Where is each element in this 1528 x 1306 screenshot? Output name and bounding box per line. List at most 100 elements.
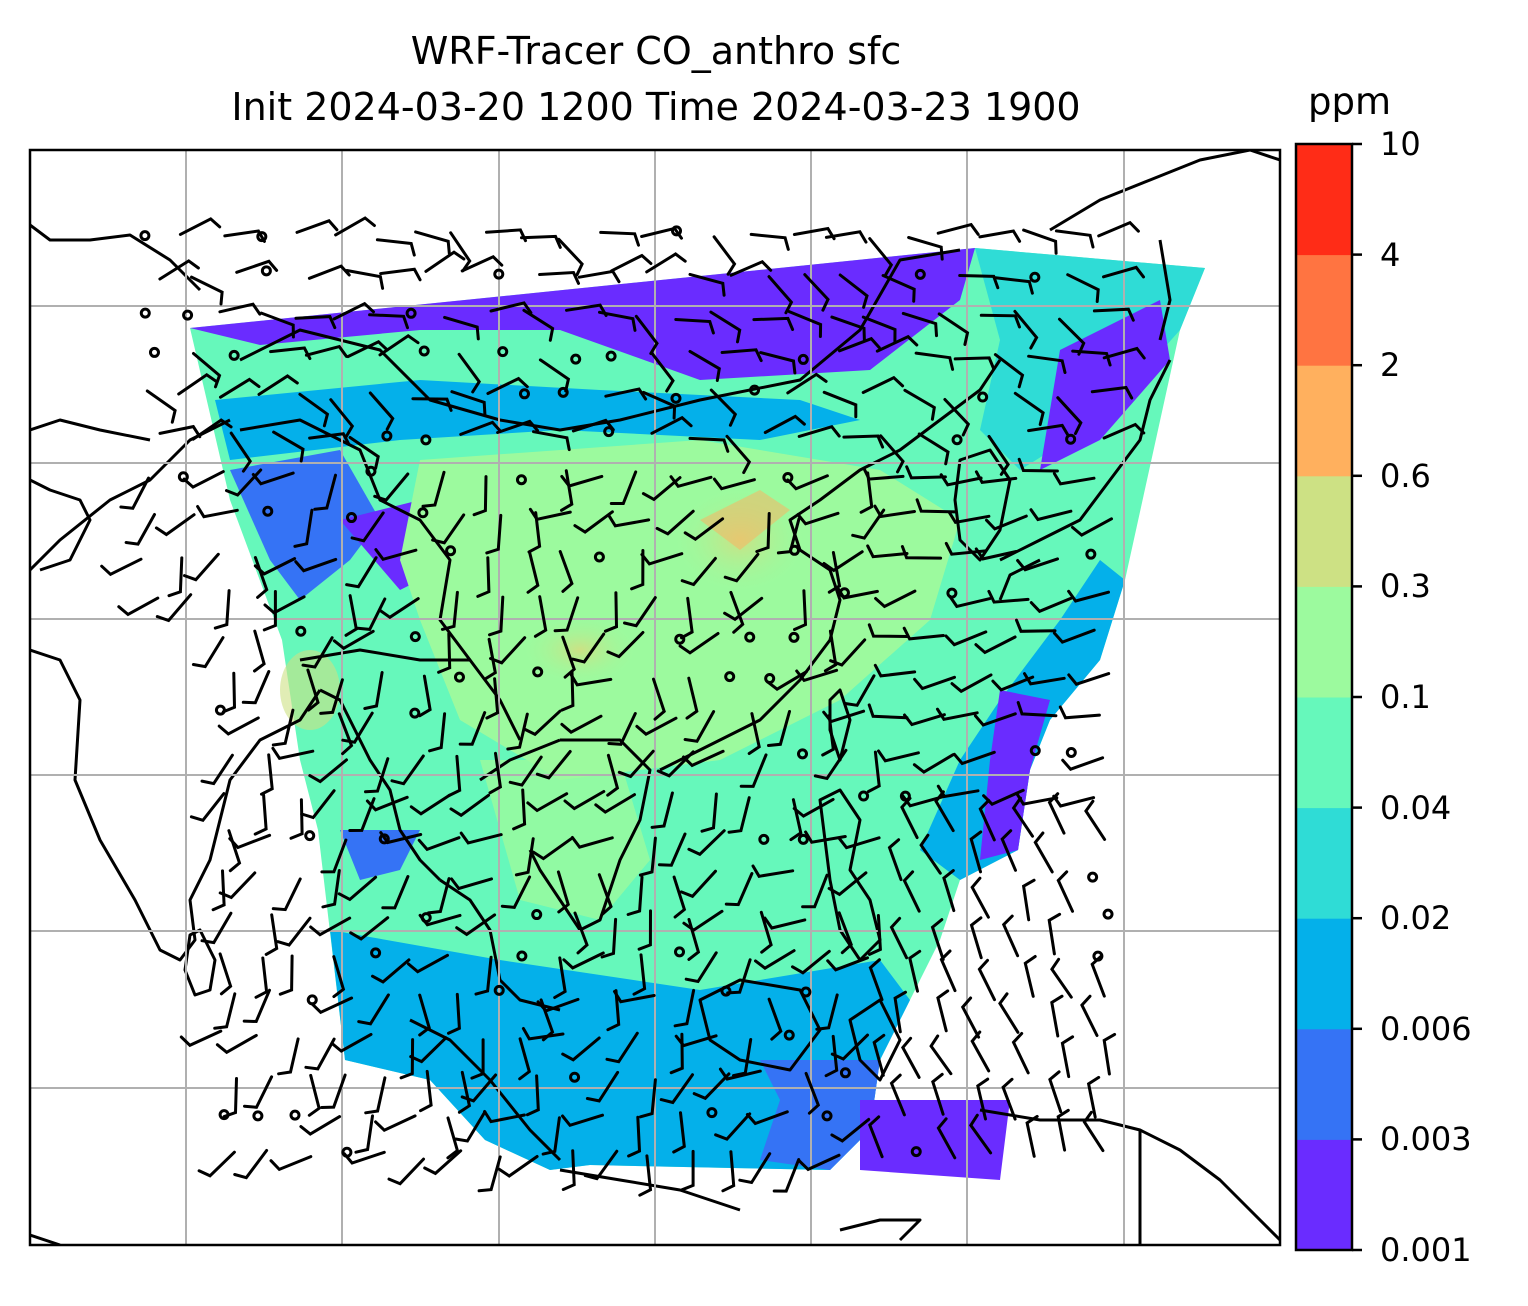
colorbar-bin [1296, 254, 1352, 366]
wind-barb [332, 301, 375, 321]
wind-barb [304, 1037, 336, 1071]
wind-barb [531, 837, 573, 861]
wind-barb [329, 398, 355, 438]
wind-barb [418, 674, 432, 718]
wind-barb [607, 712, 637, 746]
wind-barb [900, 1036, 921, 1079]
wind-barb [348, 436, 380, 470]
wind-barb [594, 793, 636, 814]
wind-barb [944, 630, 988, 647]
wind-barb [969, 916, 983, 960]
wind-barb [688, 436, 730, 453]
calm-wind-marker [706, 1107, 718, 1119]
wind-barb [407, 953, 449, 974]
wind-barb [167, 556, 184, 598]
colorbar-bin [1296, 586, 1352, 698]
calm-wind-marker [417, 507, 429, 519]
wind-barb [973, 712, 1017, 727]
wind-barb [939, 949, 957, 993]
wind-barb [390, 754, 425, 786]
wind-barb [1071, 349, 1112, 367]
calm-wind-marker [1087, 871, 1099, 883]
wind-barb [424, 250, 466, 273]
wind-barb [635, 716, 678, 737]
wind-barb [100, 557, 143, 577]
wind-barb [685, 676, 699, 720]
wind-barb [626, 875, 644, 916]
wind-barb [639, 1078, 657, 1119]
wind-barb [1016, 701, 1058, 718]
wind-barb [449, 793, 490, 818]
wind-barb [606, 631, 645, 659]
wind-barb [754, 949, 796, 971]
wind-barb [271, 877, 302, 912]
calm-wind-marker [228, 349, 240, 361]
wind-barb [191, 636, 225, 669]
colorbar-tick-label: 0.001 [1380, 1231, 1472, 1269]
wind-barb [521, 1027, 565, 1041]
wind-barb [1015, 792, 1059, 806]
coast-indochina [528, 738, 652, 932]
wind-barb [477, 1155, 502, 1193]
wind-barb [913, 675, 956, 691]
wind-barb [409, 1036, 448, 1064]
wind-barb [449, 231, 472, 273]
wind-barb [197, 1150, 236, 1178]
wind-barb [617, 749, 655, 779]
calm-wind-marker [532, 666, 544, 678]
coast-sea-of-okhotsk [1158, 239, 1172, 341]
calm-wind-marker [858, 790, 870, 802]
field-hotspot-streak [700, 490, 790, 550]
wind-barb [289, 798, 304, 840]
wind-barb [889, 1073, 906, 1117]
wind-barb [1029, 596, 1073, 614]
wind-barb [889, 916, 909, 960]
wind-barb [930, 918, 945, 961]
calm-wind-marker [671, 225, 683, 237]
wind-barb [272, 430, 305, 463]
wind-barb [868, 914, 882, 956]
wind-barb [488, 595, 505, 637]
wind-barb [944, 541, 988, 556]
calm-wind-marker [720, 985, 732, 997]
wind-barb [837, 911, 853, 955]
wind-barb [915, 498, 957, 514]
calm-wind-marker [445, 545, 457, 557]
wind-barb [659, 1073, 694, 1105]
wind-barb [907, 236, 944, 261]
colorbar-tick-label: 0.006 [1380, 1009, 1472, 1048]
wind-barb [725, 434, 752, 475]
wind-barb [506, 712, 529, 751]
field-hotspot-india [280, 650, 340, 730]
calm-wind-marker [570, 353, 582, 365]
wind-barb [985, 514, 1028, 531]
calm-wind-marker [797, 748, 809, 760]
wind-barb [994, 276, 1034, 295]
wind-barb [936, 707, 979, 721]
wind-barb [299, 1115, 342, 1136]
wind-barb [342, 1150, 386, 1165]
wind-barb [189, 792, 226, 823]
wind-barb [229, 431, 253, 473]
wind-barb [1021, 878, 1036, 922]
wind-barb [900, 545, 943, 560]
wind-barb [607, 514, 651, 528]
wind-barb [942, 869, 956, 913]
wind-barb [409, 793, 451, 816]
wind-barb [443, 315, 480, 341]
wind-barb [560, 714, 603, 735]
coast-middle-east [30, 223, 202, 442]
wind-barb [650, 791, 674, 829]
calm-wind-marker [788, 631, 800, 643]
wind-barb [993, 353, 1025, 389]
wind-barb [637, 909, 652, 951]
wind-barb [528, 507, 572, 521]
wind-barb [887, 838, 903, 882]
map-plot-area [30, 150, 1280, 1245]
calm-wind-marker [951, 434, 963, 446]
wind-barb [253, 629, 266, 673]
wind-barb [522, 308, 555, 342]
wind-barb [455, 913, 497, 937]
wind-barb [1013, 309, 1039, 350]
